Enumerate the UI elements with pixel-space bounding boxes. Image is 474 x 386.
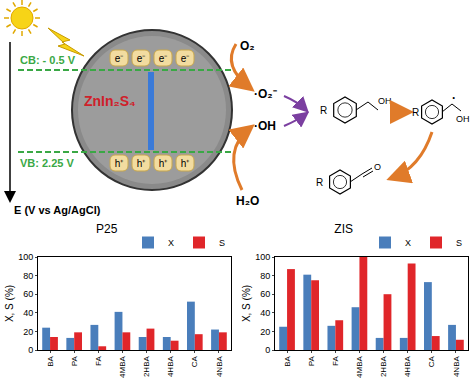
svg-text:CA: CA <box>190 356 199 368</box>
svg-text:0: 0 <box>28 345 33 355</box>
svg-text:R: R <box>320 105 327 116</box>
svg-text:FA: FA <box>94 356 103 366</box>
svg-text:X, S (%): X, S (%) <box>241 285 252 322</box>
svg-text:O₂: O₂ <box>240 39 255 53</box>
svg-text:20: 20 <box>23 327 33 337</box>
svg-text:PA: PA <box>70 356 79 367</box>
svg-text:0: 0 <box>265 345 270 355</box>
svg-text:4NBA: 4NBA <box>215 356 224 378</box>
svg-text:R: R <box>316 177 323 188</box>
svg-text:100: 100 <box>18 252 33 262</box>
svg-text:X: X <box>405 238 411 248</box>
svg-text:4HBA: 4HBA <box>403 356 412 378</box>
svg-text:h⁺: h⁺ <box>181 158 191 169</box>
svg-text:80: 80 <box>23 271 33 281</box>
svg-text:60: 60 <box>23 289 33 299</box>
svg-text:P25: P25 <box>96 222 118 236</box>
svg-text:ZIS: ZIS <box>334 222 353 236</box>
svg-text:R: R <box>412 107 419 118</box>
svg-text:X: X <box>168 238 174 248</box>
svg-text:·O₂⁻: ·O₂⁻ <box>254 87 277 101</box>
svg-text:PA: PA <box>307 356 316 367</box>
svg-text:4MBA: 4MBA <box>355 356 364 378</box>
svg-text:S: S <box>456 238 462 248</box>
svg-text:40: 40 <box>260 308 270 318</box>
svg-text:80: 80 <box>260 271 270 281</box>
svg-text:S: S <box>219 238 225 248</box>
svg-text:4NBA: 4NBA <box>452 356 461 378</box>
svg-text:60: 60 <box>260 289 270 299</box>
svg-text:40: 40 <box>23 308 33 318</box>
svg-text:4MBA: 4MBA <box>118 356 127 378</box>
svg-text:100: 100 <box>255 252 270 262</box>
svg-text:ZnIn₂S₄: ZnIn₂S₄ <box>84 93 136 109</box>
svg-text:4HBA: 4HBA <box>166 356 175 378</box>
svg-text:h⁺: h⁺ <box>137 158 147 169</box>
svg-text:CB: - 0.5 V: CB: - 0.5 V <box>20 54 76 66</box>
svg-text:20: 20 <box>260 327 270 337</box>
svg-text:h⁺: h⁺ <box>159 158 169 169</box>
svg-text:BA: BA <box>283 356 292 367</box>
svg-text:CA: CA <box>427 356 436 368</box>
svg-text:BA: BA <box>46 356 55 367</box>
svg-text:e⁻: e⁻ <box>181 53 191 64</box>
svg-text:O: O <box>374 162 381 172</box>
svg-text:FA: FA <box>331 356 340 366</box>
svg-text:2HBA: 2HBA <box>379 356 388 378</box>
svg-text:X, S (%): X, S (%) <box>4 285 15 322</box>
svg-text:H₂O: H₂O <box>236 194 259 208</box>
svg-text:e⁻: e⁻ <box>137 53 147 64</box>
svg-text:·: · <box>452 91 456 105</box>
svg-text:e⁻: e⁻ <box>115 53 125 64</box>
svg-text:VB: 2.25 V: VB: 2.25 V <box>20 157 74 169</box>
svg-text:e⁻: e⁻ <box>159 53 169 64</box>
svg-text:OH: OH <box>378 96 392 106</box>
svg-text:h⁺: h⁺ <box>115 158 125 169</box>
svg-text:·OH: ·OH <box>254 119 276 133</box>
svg-text:E (V vs Ag/AgCl): E (V vs Ag/AgCl) <box>14 204 101 216</box>
svg-text:2HBA: 2HBA <box>142 356 151 378</box>
svg-text:OH: OH <box>456 114 470 124</box>
